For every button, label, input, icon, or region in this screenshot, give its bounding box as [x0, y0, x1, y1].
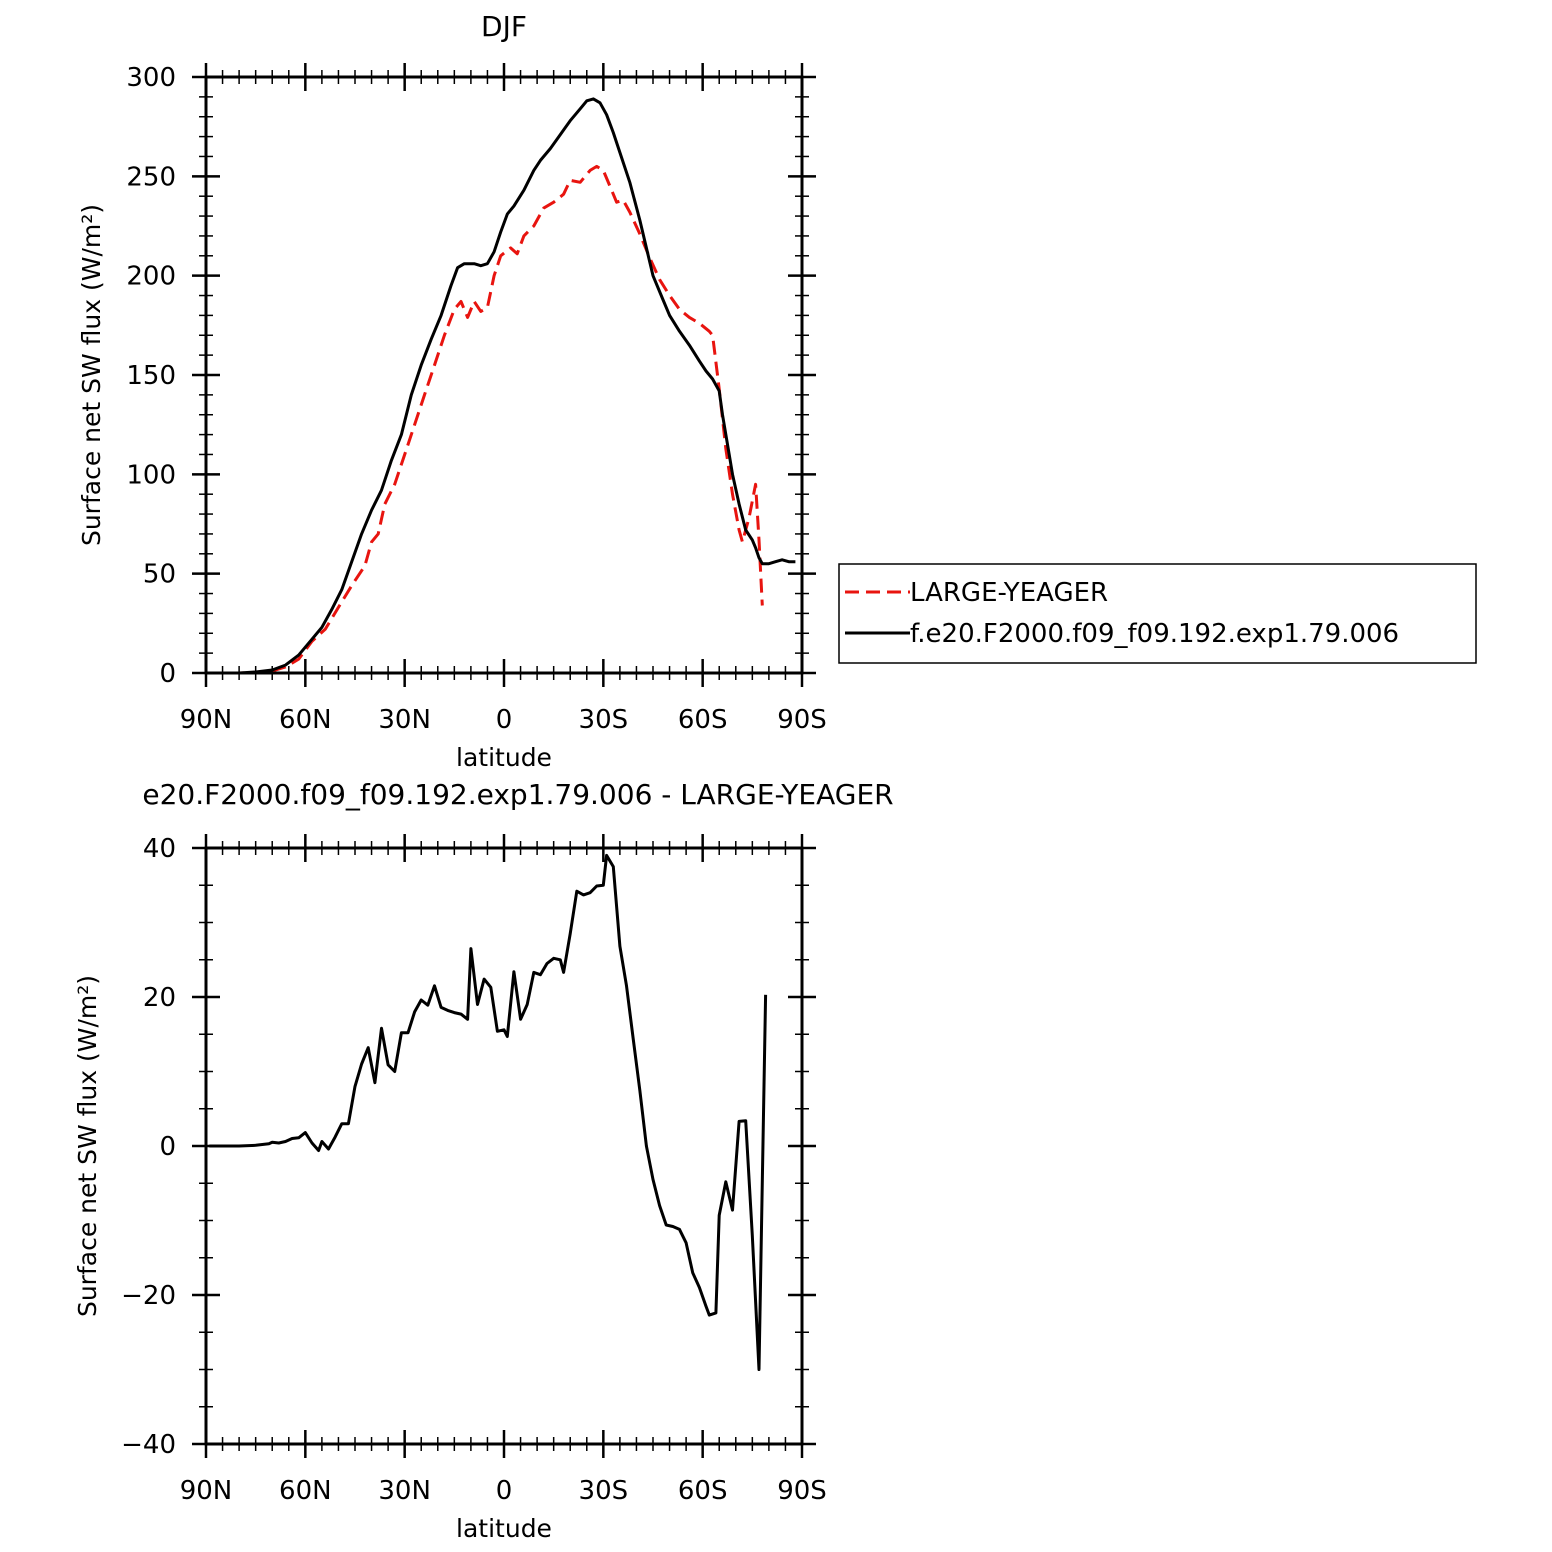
y-tick-label: 150	[126, 361, 176, 391]
y-axis-label: Surface net SW flux (W/m²)	[73, 975, 102, 1317]
top-series-group	[209, 97, 796, 675]
top-tick-labels: 90N 60N 30N 0 30S 60S 90S 0 50 100 150 200 250 300	[126, 63, 826, 735]
legend: LARGE-YEAGER f.e20.F2000.f09_f09.192.exp…	[838, 563, 1477, 664]
y-tick-label: −40	[121, 1430, 176, 1460]
y-tick-label: 100	[126, 460, 176, 490]
x-tick-label: 90N	[180, 705, 233, 735]
top-chart: DJF 90N 60N 30N 0 30S 60S 90S 0 50 100 150 200 250 30…	[77, 10, 1477, 772]
y-tick-label: 50	[143, 560, 176, 590]
chart-title: DJF	[481, 10, 527, 43]
bottom-plot-frame	[204, 846, 804, 1446]
x-tick-label: 0	[496, 1476, 513, 1506]
legend-box	[838, 563, 1477, 664]
x-tick-label: 60S	[678, 705, 728, 735]
series-line-1-0	[209, 853, 768, 1371]
x-tick-label: 30N	[378, 1476, 431, 1506]
series-line-0-1	[209, 97, 796, 675]
x-tick-label: 60N	[279, 705, 332, 735]
top-plot-frame	[204, 75, 804, 675]
bottom-chart: e20.F2000.f09_f09.192.exp1.79.006 - LARG…	[73, 778, 894, 1543]
y-tick-label: 0	[159, 659, 176, 689]
y-tick-label: −20	[121, 1281, 176, 1311]
top-ticks	[192, 63, 816, 687]
y-tick-label: 40	[143, 834, 176, 864]
y-axis-label: Surface net SW flux (W/m²)	[77, 204, 106, 546]
x-tick-label: 30S	[579, 705, 629, 735]
bottom-series-group	[209, 853, 768, 1371]
legend-label-model: f.e20.F2000.f09_f09.192.exp1.79.006	[910, 619, 1399, 649]
y-tick-label: 300	[126, 63, 176, 93]
x-tick-label: 90N	[180, 1476, 233, 1506]
y-tick-label: 250	[126, 162, 176, 192]
x-tick-label: 30S	[579, 1476, 629, 1506]
x-tick-label: 0	[496, 705, 513, 735]
x-tick-label: 60S	[678, 1476, 728, 1506]
bottom-tick-labels: 90N 60N 30N 0 30S 60S 90S −40 −20 0 20 40	[121, 834, 827, 1506]
legend-label-large-yeager: LARGE-YEAGER	[910, 578, 1108, 608]
x-axis-label: latitude	[456, 743, 552, 772]
x-tick-label: 90S	[777, 1476, 827, 1506]
x-tick-label: 30N	[378, 705, 431, 735]
chart-title: e20.F2000.f09_f09.192.exp1.79.006 - LARG…	[142, 778, 893, 811]
series-line-0-0	[209, 164, 764, 675]
x-axis-label: latitude	[456, 1514, 552, 1543]
bottom-ticks	[192, 834, 816, 1458]
x-tick-label: 60N	[279, 1476, 332, 1506]
y-tick-label: 200	[126, 262, 176, 292]
x-tick-label: 90S	[777, 705, 827, 735]
y-tick-label: 20	[143, 983, 176, 1013]
y-tick-label: 0	[159, 1132, 176, 1162]
